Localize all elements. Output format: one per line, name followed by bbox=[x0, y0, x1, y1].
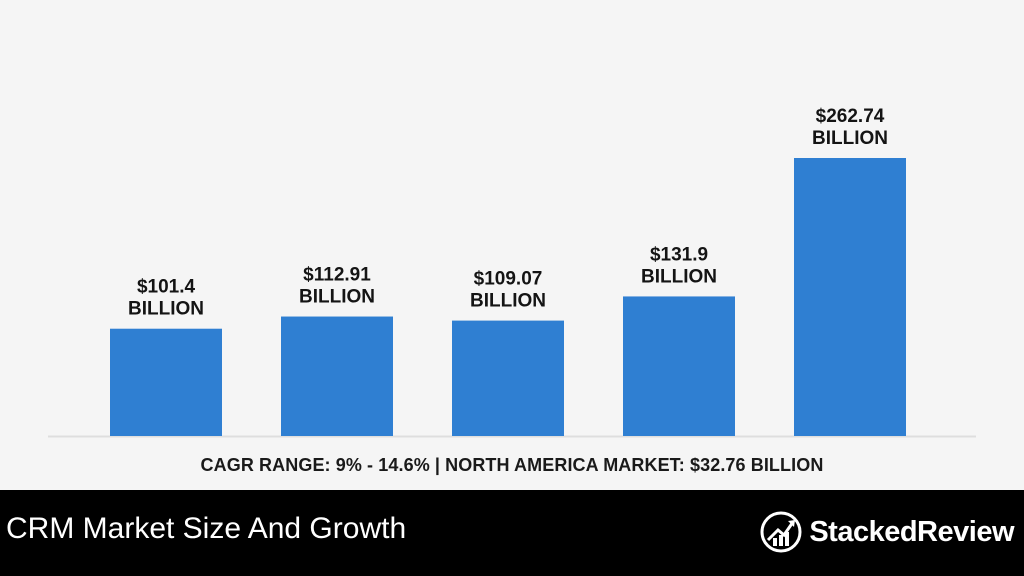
page-title: CRM Market Size And Growth bbox=[6, 512, 407, 545]
bar-value-label: $112.91 bbox=[303, 265, 371, 286]
footer-bar: CRM Market Size And Growth StackedReview bbox=[0, 490, 1024, 576]
bar-unit-label: BILLION bbox=[299, 287, 375, 308]
chart-annotation: CAGR RANGE: 9% - 14.6% | NORTH AMERICA M… bbox=[200, 455, 824, 475]
stacked-review-logo-icon bbox=[760, 511, 802, 553]
bar-value-label: $101.4 bbox=[137, 277, 196, 298]
bar-value-label: $131.9 bbox=[650, 244, 708, 265]
bar-unit-label: BILLION bbox=[812, 128, 888, 149]
bar bbox=[110, 328, 222, 436]
bar-unit-label: BILLION bbox=[470, 291, 546, 312]
chart-area: $101.4 BILLION $112.91 BILLION $109.07 BILLIO… bbox=[48, 106, 976, 475]
bar-value-label: $109.07 bbox=[474, 269, 543, 290]
bar bbox=[794, 158, 906, 436]
bar bbox=[623, 296, 735, 436]
bar-chart: $101.4BILLION$112.91BILLION$109.07BILLIO… bbox=[48, 106, 976, 438]
brand[interactable]: StackedReview bbox=[759, 508, 1014, 556]
bar bbox=[452, 320, 564, 436]
bar bbox=[281, 316, 393, 436]
bar-unit-label: BILLION bbox=[128, 299, 204, 320]
bar-value-label: $262.74 bbox=[816, 106, 885, 127]
brand-name: StackedReview bbox=[809, 515, 1014, 548]
bar-unit-label: BILLION bbox=[641, 266, 717, 287]
